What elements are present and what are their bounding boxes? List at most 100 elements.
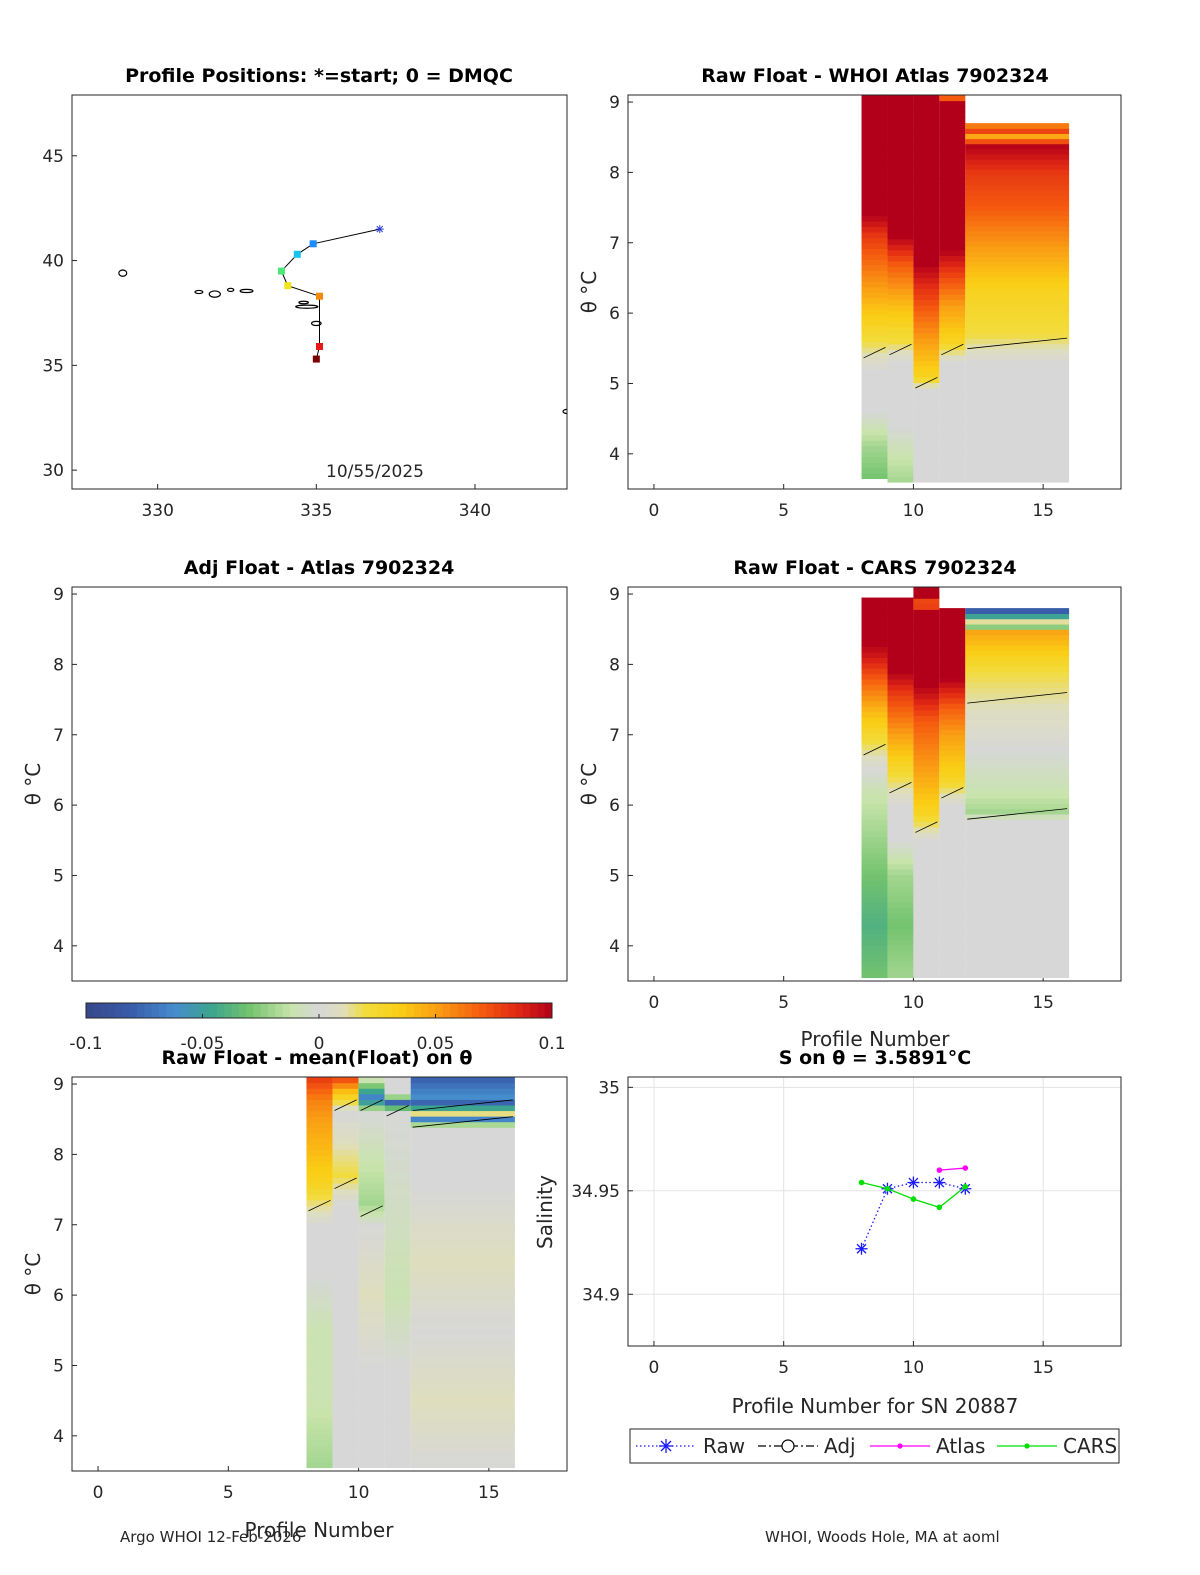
heatmap-cell — [887, 712, 913, 718]
heatmap-cell — [913, 344, 939, 350]
colorbar-cell — [399, 1003, 407, 1018]
heatmap-cell — [913, 145, 939, 151]
heatmap-cell — [385, 1256, 411, 1262]
heatmap-cell — [306, 1350, 332, 1356]
heatmap-cell — [862, 684, 888, 690]
heatmap-cell — [862, 847, 888, 853]
heatmap-cell — [862, 232, 888, 238]
heatmap-cell — [887, 255, 913, 261]
panel-raw-atlas: Raw Float - WHOI Atlas 7902324 θ °C 0 5 10… — [577, 65, 1121, 521]
colorbar-cell — [450, 1003, 458, 1018]
heatmap-cell — [887, 706, 913, 712]
heatmap-cell — [359, 1183, 385, 1189]
heatmap-cell — [913, 316, 939, 322]
heatmap-cell — [965, 139, 1069, 145]
heatmap-cell — [887, 471, 913, 477]
heatmap-cell — [306, 1395, 332, 1401]
ytick-label: 4 — [609, 937, 620, 957]
heatmap-cell — [333, 1289, 359, 1295]
heatmap-cell — [385, 1278, 411, 1284]
heatmap-cell — [862, 418, 888, 424]
heatmap-cell — [306, 1356, 332, 1362]
heatmap-cell — [887, 901, 913, 907]
heatmap-cell — [939, 856, 965, 862]
heatmap-cell — [385, 1177, 411, 1183]
heatmap-cell — [965, 904, 1069, 910]
heatmap-cell — [862, 210, 888, 216]
heatmap-cell — [965, 472, 1069, 478]
heatmap-cell — [913, 598, 939, 604]
heatmap-cell — [411, 1406, 515, 1412]
heatmap-cell — [411, 1440, 515, 1446]
heatmap-cell — [939, 150, 965, 156]
heatmap-cell — [385, 1133, 411, 1139]
heatmap-cell — [306, 1322, 332, 1328]
heatmap-cell — [887, 360, 913, 366]
heatmap-cell — [411, 1244, 515, 1250]
heatmap-cell — [965, 420, 1069, 426]
xtick-label: 5 — [223, 1483, 234, 1503]
heatmap-cell — [913, 805, 939, 811]
heatmap-cell — [862, 402, 888, 408]
title-adj-atlas: Adj Float - Atlas 7902324 — [184, 557, 455, 579]
heatmap-cell — [965, 221, 1069, 227]
heatmap-cell — [862, 945, 888, 951]
heatmap-cell — [913, 676, 939, 682]
heatmap-cell — [333, 1138, 359, 1144]
heatmap-cell — [862, 128, 888, 134]
heatmap-cell — [306, 1189, 332, 1195]
heatmap-cell — [965, 200, 1069, 206]
heatmap-cell — [306, 1328, 332, 1334]
heatmap-cell — [887, 388, 913, 394]
heatmap-cell — [939, 377, 965, 383]
heatmap-cell — [333, 1205, 359, 1211]
heatmap-cell — [939, 366, 965, 372]
heatmap-cell — [411, 1127, 515, 1133]
heatmap-cell — [862, 755, 888, 761]
heatmap-cell — [887, 139, 913, 145]
heatmap-cell — [385, 1083, 411, 1089]
heatmap-cell — [939, 830, 965, 836]
heatmap-cell — [385, 1088, 411, 1094]
heatmap-cell — [939, 941, 965, 947]
heatmap-cell — [862, 243, 888, 249]
heatmap-cell — [887, 636, 913, 642]
heatmap-cell — [359, 1322, 385, 1328]
colorbar-cell — [195, 1003, 203, 1018]
heatmap-cell — [411, 1300, 515, 1306]
heatmap-cell — [913, 261, 939, 267]
heatmap-cell — [333, 1127, 359, 1133]
heatmap-cell — [862, 891, 888, 897]
heatmap-cell — [359, 1256, 385, 1262]
heatmap-cell — [385, 1127, 411, 1133]
heatmap-cell — [333, 1244, 359, 1250]
heatmap-cell — [306, 1272, 332, 1278]
heatmap-cell — [385, 1216, 411, 1222]
heatmap-cell — [862, 907, 888, 913]
heatmap-cell — [913, 465, 939, 471]
heatmap-cell — [913, 277, 939, 283]
heatmap-cell — [913, 732, 939, 738]
heatmap-cell — [913, 338, 939, 344]
heatmap-cell — [939, 438, 965, 444]
ytick-label: 6 — [53, 1286, 64, 1306]
heatmap-cell — [385, 1412, 411, 1418]
heatmap-cell — [333, 1367, 359, 1373]
heatmap-cell — [965, 935, 1069, 941]
title-raw-cars: Raw Float - CARS 7902324 — [733, 557, 1016, 579]
heatmap-cell — [887, 809, 913, 815]
heatmap-cell — [411, 1228, 515, 1234]
heatmap-cell — [333, 1272, 359, 1278]
heatmap-cell — [359, 1233, 385, 1239]
heatmap-cell — [887, 603, 913, 609]
colorbar-cell — [516, 1003, 524, 1018]
heatmap-cell — [862, 912, 888, 918]
data-point — [937, 1205, 943, 1211]
heatmap-cell — [887, 128, 913, 134]
heatmap-cell — [913, 615, 939, 621]
heatmap-cell — [913, 471, 939, 477]
heatmap-cell — [939, 883, 965, 889]
heatmap-cell — [939, 914, 965, 920]
heatmap-cell — [913, 366, 939, 372]
heatmap-cell — [939, 677, 965, 683]
